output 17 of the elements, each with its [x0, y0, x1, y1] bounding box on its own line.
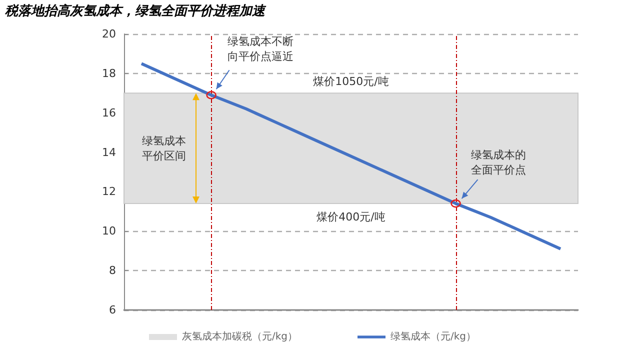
y-tick-label: 10	[102, 224, 116, 238]
legend-label: 灰氢成本加碳税（元/kg）	[182, 330, 298, 342]
legend-label: 绿氢成本（元/kg）	[390, 330, 476, 342]
annotation: 绿氢成本的全面平价点	[470, 148, 526, 177]
y-tick-label: 14	[102, 146, 116, 159]
annotation: 绿氢成本平价区间	[142, 134, 186, 162]
chart-title: 税落地抬高灰氢成本，绿氢全面平价进程加速	[4, 3, 267, 19]
y-tick-label: 20	[102, 28, 116, 40]
y-tick-label: 16	[102, 106, 116, 120]
y-tick-label: 12	[102, 185, 116, 198]
line-series	[140, 62, 562, 250]
y-tick-label: 18	[102, 66, 116, 80]
annotation: 煤价400元/吨	[316, 210, 386, 224]
annotation: 煤价1050元/吨	[313, 75, 389, 88]
annotation: 绿氢成本不断向平价点逼近	[227, 35, 294, 63]
y-tick-label: 8	[109, 264, 116, 278]
y-tick-label: 6	[109, 304, 116, 316]
